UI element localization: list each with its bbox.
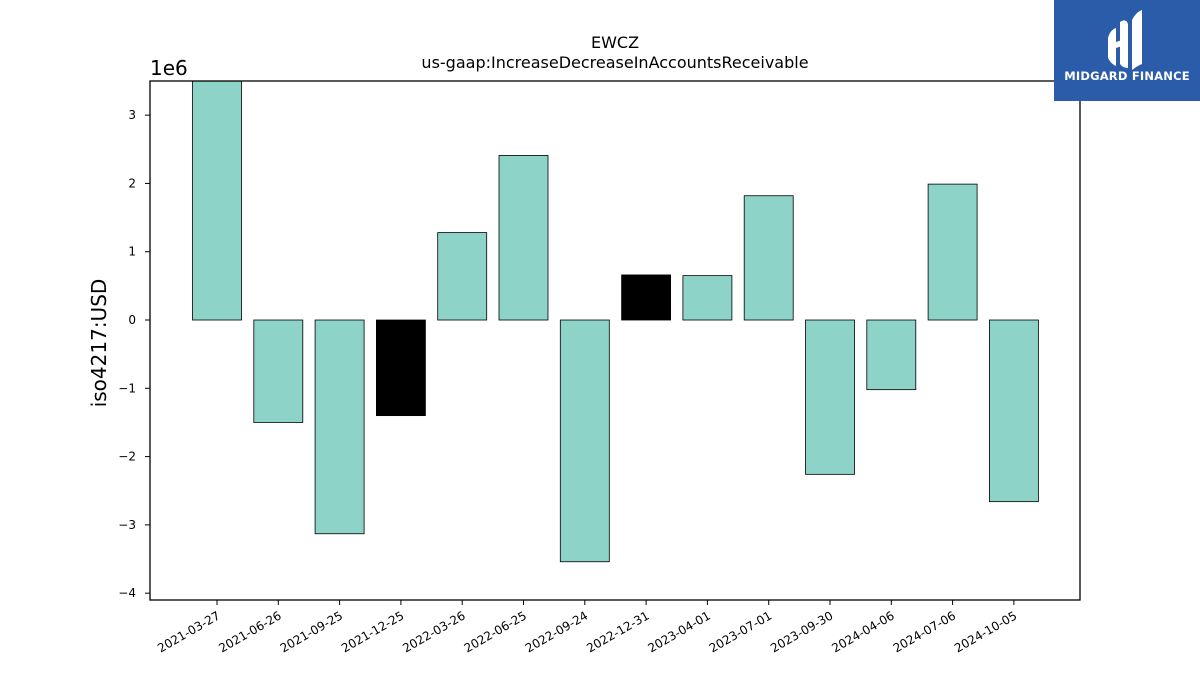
x-tick-label: 2024-04-06 (829, 608, 896, 655)
x-tick-label: 2021-03-27 (155, 608, 222, 655)
bar-2021-09-25 (314, 319, 365, 535)
y-tick-label: 2 (128, 176, 136, 190)
bar-2024-07-06 (927, 183, 978, 321)
bar-2022-09-24 (559, 319, 610, 563)
bar-2024-10-05 (989, 319, 1039, 503)
y-tick-label: 0 (128, 313, 136, 327)
bar-2022-06-25 (498, 155, 549, 321)
y-axis-offset-label: 1e6 (150, 56, 188, 80)
x-tick-label: 2023-04-01 (645, 608, 712, 655)
bar-2023-09-30 (805, 319, 855, 475)
y-tick-label: 1 (128, 245, 136, 259)
midgard-logo-mark-icon (1108, 10, 1142, 70)
bars-group (192, 80, 1039, 563)
logo-text: MIDGARD FINANCE (1064, 69, 1190, 83)
x-tick-label: 2021-06-26 (216, 608, 283, 655)
y-tick-label: −3 (118, 518, 136, 532)
bar-2023-04-01 (682, 275, 733, 321)
bar-2021-03-27 (192, 80, 242, 321)
x-tick-label: 2023-07-01 (707, 608, 774, 655)
y-axis-ticks: −4 −3 −2 −1 0 1 2 3 (118, 108, 150, 600)
x-tick-label: 2021-09-25 (278, 608, 345, 655)
bar-2024-04-06 (866, 319, 917, 391)
chart-title: EWCZ (591, 33, 639, 52)
x-tick-label: 2022-06-25 (462, 608, 529, 655)
bar-2023-07-01 (743, 195, 794, 321)
bar-2022-03-26 (437, 232, 488, 321)
bar-2021-12-25 (375, 319, 426, 417)
x-axis-ticks: 2021-03-272021-06-262021-09-252021-12-25… (155, 600, 1019, 655)
x-tick-label: 2022-09-24 (523, 608, 590, 655)
y-tick-label: −4 (118, 586, 136, 600)
midgard-finance-logo: MIDGARD FINANCE (1054, 0, 1200, 101)
x-tick-label: 2023-09-30 (768, 608, 835, 655)
x-tick-label: 2021-12-25 (339, 608, 406, 655)
x-tick-label: 2024-10-05 (952, 608, 1019, 655)
x-tick-label: 2022-03-26 (400, 608, 467, 655)
x-tick-label: 2022-12-31 (584, 608, 651, 655)
y-tick-label: −1 (118, 381, 136, 395)
bar-2021-06-26 (253, 319, 304, 423)
plot-frame (149, 80, 1081, 601)
x-tick-label: 2024-07-06 (891, 608, 958, 655)
bar-2022-12-31 (621, 274, 671, 321)
y-axis-label: iso4217:USD (87, 279, 111, 408)
y-tick-label: 3 (128, 108, 136, 122)
y-tick-label: −2 (118, 450, 136, 464)
chart-subtitle: us-gaap:IncreaseDecreaseInAccountsReceiv… (421, 53, 808, 72)
